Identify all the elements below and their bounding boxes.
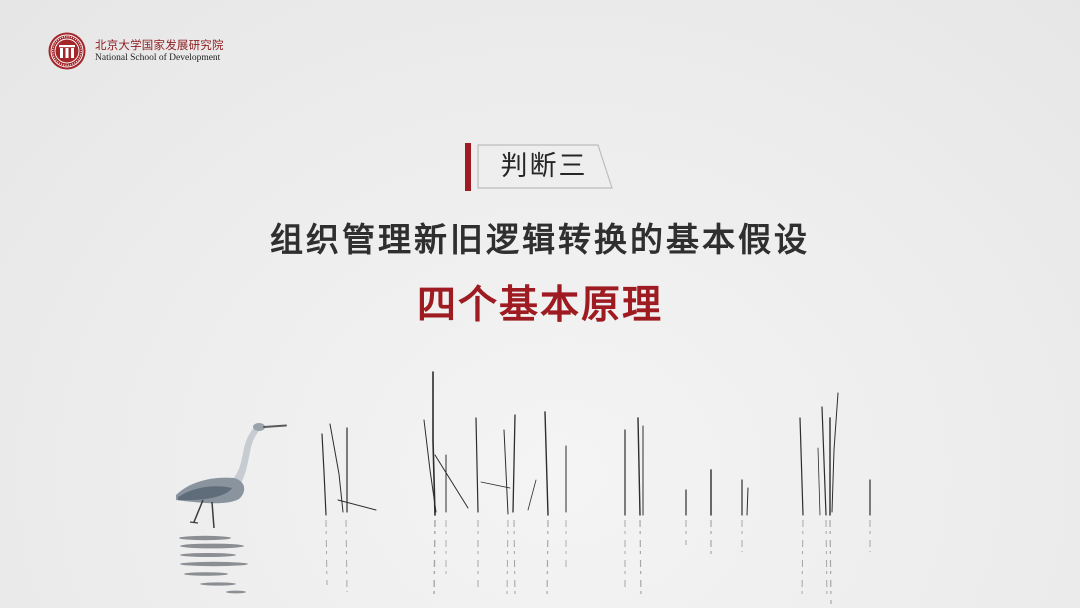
reed-reflection bbox=[639, 519, 642, 601]
heron-head bbox=[253, 423, 265, 431]
institution-name-en: National School of Development bbox=[95, 53, 221, 63]
heron bbox=[176, 423, 287, 529]
reed-stem bbox=[423, 419, 437, 513]
reed-stem bbox=[746, 487, 749, 516]
ripple bbox=[179, 535, 231, 541]
reed-reflection bbox=[513, 519, 516, 599]
tag-frame bbox=[465, 143, 613, 191]
reed-stem bbox=[799, 417, 804, 516]
reed-stem bbox=[544, 411, 549, 516]
reed-branch bbox=[527, 479, 537, 511]
reed-reflections bbox=[325, 519, 871, 605]
reed-reflection bbox=[801, 519, 804, 599]
slide-subtitle: 四个基本原理 bbox=[416, 282, 663, 328]
reed-reflection bbox=[325, 519, 328, 586]
slide-title: 组织管理新旧逻辑转换的基本假设 bbox=[270, 220, 810, 259]
heron-reflection bbox=[179, 535, 248, 594]
heron-beak bbox=[263, 424, 287, 428]
reed-stem bbox=[432, 371, 436, 516]
reeds bbox=[321, 371, 871, 516]
ripple bbox=[180, 561, 248, 567]
tag-label: 判断三 bbox=[500, 151, 588, 182]
reed-stem bbox=[503, 429, 509, 515]
ripple bbox=[226, 590, 246, 594]
reed-stem bbox=[817, 447, 821, 516]
reed-stem bbox=[821, 406, 827, 516]
tag-border bbox=[477, 144, 613, 189]
heron-neck bbox=[228, 425, 262, 488]
reed-reflection bbox=[546, 519, 549, 601]
heron-foot bbox=[189, 521, 199, 524]
reed-reflection bbox=[825, 519, 828, 601]
reed-stem bbox=[321, 433, 327, 516]
ripple bbox=[180, 553, 236, 557]
heron-leg bbox=[211, 501, 215, 529]
reed-reflection bbox=[829, 519, 832, 605]
reed-stem bbox=[512, 414, 516, 513]
section-tag: 判断三 bbox=[464, 142, 616, 192]
heron-leg bbox=[193, 499, 204, 523]
institution-logo: 北京大学国家发展研究院 National School of Developme… bbox=[48, 32, 248, 72]
reed-branch bbox=[337, 499, 377, 511]
reed-branch bbox=[434, 454, 469, 509]
reed-reflection bbox=[433, 519, 436, 601]
reed-branch bbox=[480, 481, 511, 489]
reed-stem bbox=[637, 417, 641, 516]
ripple bbox=[180, 543, 244, 549]
tag-accent-bar bbox=[465, 143, 471, 191]
pku-emblem-logo bbox=[48, 32, 86, 70]
institution-name-cn: 北京大学国家发展研究院 bbox=[95, 38, 224, 52]
reed-stem bbox=[475, 417, 479, 513]
reed-reflection bbox=[345, 519, 348, 593]
heron-wing bbox=[178, 486, 232, 501]
ripple bbox=[184, 572, 228, 576]
reed-reflection bbox=[506, 519, 509, 596]
reed-stem bbox=[329, 423, 344, 513]
ripple bbox=[200, 582, 236, 586]
reed-stem bbox=[831, 392, 839, 513]
